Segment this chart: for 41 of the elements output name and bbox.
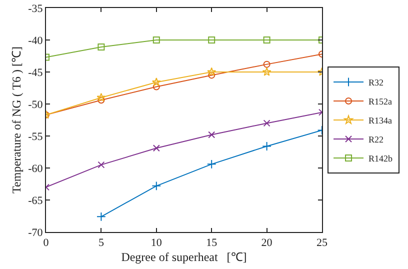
point [207,67,216,76]
point [262,67,272,76]
x-tick-label: 10 [150,237,162,250]
x-tick-label: 0 [43,237,50,250]
point [263,36,270,44]
point [98,44,105,51]
x-tick-label: 15 [206,237,218,250]
y-axis-title: Temperature of NG ( T6 ) [℃] [9,46,24,194]
point [262,142,272,151]
point [152,144,160,152]
y-tick-label: -35 [28,2,44,15]
point [96,92,106,102]
point [263,120,270,127]
y-tick-label: -50 [28,98,44,111]
x-tick-label: 20 [261,237,273,250]
point [96,212,106,222]
y-tick-label: -70 [28,226,44,239]
point [263,60,270,68]
y-tick-label: -40 [28,34,44,47]
point [152,181,162,191]
point [208,72,216,79]
y-tick-label: -65 [28,194,44,207]
point [152,83,160,90]
point [152,78,161,86]
y-tick-label: -45 [28,66,44,79]
point [208,131,216,138]
y-tick-label: -60 [28,162,44,175]
x-axis-title: Degree of superheat [℃] [121,250,247,264]
legend-label: R134a [368,116,392,126]
point [208,36,216,44]
point [98,96,105,104]
point [98,161,105,168]
x-tick-label: 25 [316,237,328,250]
point [206,159,216,169]
legend-label: R152a [368,96,392,107]
legend-label: R142b [368,154,394,164]
legend-label: R22 [368,134,384,145]
y-tick-label: -55 [28,130,44,143]
legend-label: R32 [368,78,384,88]
point [152,36,160,44]
x-tick-label: 5 [98,237,104,250]
